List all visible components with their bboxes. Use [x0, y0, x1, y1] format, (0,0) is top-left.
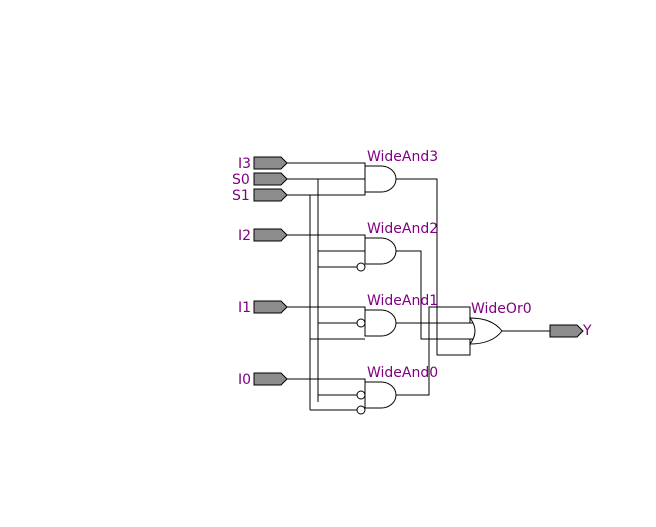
inverter-bubble [356, 262, 366, 272]
wires [287, 162, 550, 411]
wire-i2 [287, 234, 366, 243]
gate-label-wideand3: WideAnd3 [367, 149, 438, 165]
wire-and0-out [396, 306, 471, 396]
input-port-s0[interactable] [253, 172, 288, 186]
input-port-i0[interactable] [253, 372, 288, 386]
inverter-bubble [356, 405, 366, 415]
input-label-i2: I2 [238, 228, 251, 244]
gate-label-wideand2: WideAnd2 [367, 221, 438, 237]
wire-i0 [287, 378, 366, 387]
output-label-y: Y [582, 323, 592, 339]
gate-wideand0[interactable] [356, 381, 397, 415]
gate-label-wideor0: WideOr0 [471, 301, 532, 317]
input-label-i0: I0 [238, 372, 251, 388]
wire-i3 [287, 162, 366, 171]
gate-label-wideand1: WideAnd1 [367, 293, 438, 309]
wire-i1 [287, 306, 366, 315]
input-port-i3[interactable] [253, 156, 288, 170]
input-label-i3: I3 [238, 156, 251, 172]
gate-wideand3[interactable] [364, 165, 397, 193]
gate-label-wideand0: WideAnd0 [367, 365, 438, 381]
wire-s1 [287, 187, 366, 196]
wire-and3-out [396, 178, 471, 356]
input-label-i1: I1 [238, 300, 251, 316]
output-port-y[interactable] [549, 324, 584, 338]
input-port-i2[interactable] [253, 228, 288, 242]
inverter-bubble [356, 318, 366, 328]
inverter-bubble [356, 390, 366, 400]
input-port-s1[interactable] [253, 188, 288, 202]
gate-wideand2[interactable] [356, 237, 397, 272]
input-port-i1[interactable] [253, 300, 288, 314]
wire-and2-out [396, 250, 478, 340]
input-label-s0: S0 [232, 172, 250, 188]
input-label-s1: S1 [232, 188, 250, 204]
gate-wideor0[interactable] [468, 317, 503, 345]
gate-wideand1[interactable] [356, 309, 397, 337]
